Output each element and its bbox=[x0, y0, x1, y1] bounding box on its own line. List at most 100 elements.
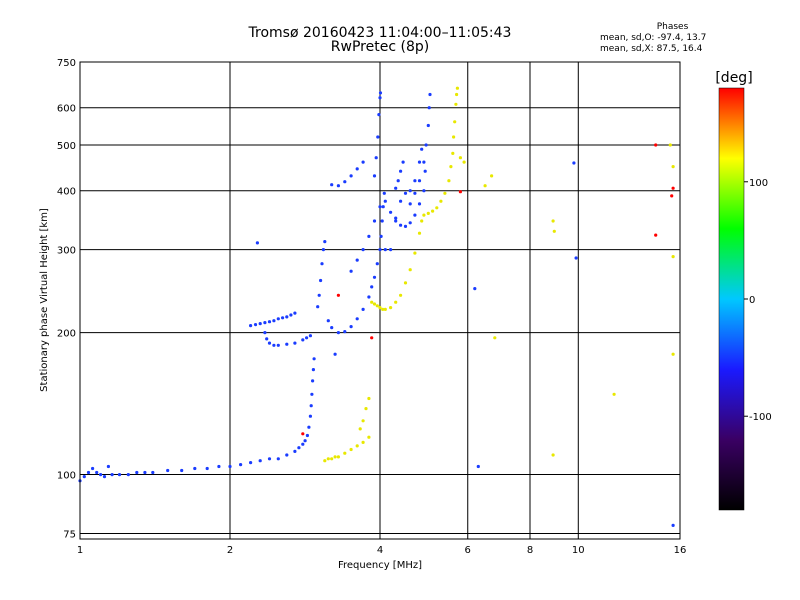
data-point-o-mode bbox=[361, 160, 365, 164]
data-point-o-mode bbox=[473, 287, 477, 291]
data-point-o-mode bbox=[671, 523, 675, 528]
data-point-o-mode bbox=[349, 269, 353, 273]
data-point-o-mode bbox=[336, 184, 340, 188]
data-point-o-mode bbox=[228, 464, 232, 469]
data-point-o-mode bbox=[285, 453, 289, 457]
data-point-x-mode bbox=[336, 455, 340, 459]
data-point-x-mode bbox=[399, 293, 403, 297]
data-point-x-mode bbox=[420, 219, 424, 223]
colorbar-label: [deg] bbox=[715, 70, 752, 86]
data-point-o-mode bbox=[293, 311, 297, 315]
data-point-o-mode bbox=[310, 392, 314, 396]
data-point-o-mode bbox=[372, 174, 377, 178]
data-point-other bbox=[670, 194, 674, 198]
data-point-o-mode bbox=[378, 96, 382, 100]
data-point-o-mode bbox=[312, 357, 316, 361]
data-point-o-mode bbox=[336, 331, 340, 335]
data-point-x-mode bbox=[367, 435, 371, 439]
x-tick-label: 4 bbox=[377, 545, 383, 556]
data-point-o-mode bbox=[383, 248, 387, 252]
data-point-x-mode bbox=[671, 352, 675, 356]
data-point-o-mode bbox=[394, 216, 398, 220]
data-point-other bbox=[458, 190, 462, 194]
data-point-o-mode bbox=[258, 459, 262, 463]
phase-stats-x: mean, sd,X: 87.5, 16.4 bbox=[600, 44, 703, 54]
data-point-o-mode bbox=[276, 317, 280, 321]
data-point-o-mode bbox=[193, 466, 197, 471]
data-point-x-mode bbox=[612, 392, 616, 396]
y-tick-label: 200 bbox=[57, 329, 76, 340]
data-point-o-mode bbox=[82, 475, 86, 479]
data-point-x-mode bbox=[378, 306, 382, 310]
data-point-o-mode bbox=[422, 160, 426, 164]
x-tick-label: 2 bbox=[227, 545, 233, 556]
data-point-o-mode bbox=[370, 285, 374, 289]
data-point-x-mode bbox=[454, 102, 458, 106]
data-point-o-mode bbox=[151, 470, 155, 475]
data-point-x-mode bbox=[361, 419, 365, 423]
data-point-x-mode bbox=[330, 457, 334, 461]
data-point-o-mode bbox=[355, 258, 359, 262]
data-point-o-mode bbox=[361, 307, 365, 311]
data-point-o-mode bbox=[389, 210, 393, 214]
data-point-o-mode bbox=[285, 342, 289, 346]
data-point-o-mode bbox=[249, 461, 253, 465]
data-point-o-mode bbox=[303, 439, 307, 443]
data-point-o-mode bbox=[378, 205, 382, 209]
data-point-o-mode bbox=[205, 466, 209, 471]
y-tick-label: 750 bbox=[57, 58, 76, 69]
data-point-x-mode bbox=[449, 165, 453, 169]
data-point-o-mode bbox=[323, 240, 327, 244]
data-point-o-mode bbox=[297, 446, 301, 450]
data-point-x-mode bbox=[551, 219, 555, 223]
colorbar-ticks: -100 0 100 bbox=[744, 178, 772, 423]
data-point-o-mode bbox=[308, 414, 312, 418]
data-point-x-mode bbox=[451, 151, 455, 155]
data-point-o-mode bbox=[417, 202, 422, 206]
data-point-x-mode bbox=[370, 300, 374, 304]
data-point-other bbox=[654, 233, 658, 237]
data-point-o-mode bbox=[265, 337, 269, 341]
data-point-x-mode bbox=[372, 302, 377, 306]
y-tick-label: 500 bbox=[57, 141, 76, 152]
data-point-x-mode bbox=[355, 444, 359, 448]
data-point-o-mode bbox=[381, 205, 385, 209]
data-point-o-mode bbox=[349, 174, 353, 178]
data-point-o-mode bbox=[343, 330, 347, 334]
data-point-o-mode bbox=[377, 113, 381, 117]
data-point-o-mode bbox=[372, 219, 377, 223]
data-point-x-mode bbox=[671, 255, 675, 259]
data-point-o-mode bbox=[376, 135, 380, 139]
data-point-o-mode bbox=[424, 143, 428, 147]
data-point-o-mode bbox=[330, 183, 334, 187]
data-point-o-mode bbox=[91, 466, 95, 471]
data-point-x-mode bbox=[447, 179, 451, 183]
data-point-x-mode bbox=[323, 459, 327, 463]
data-point-other bbox=[671, 186, 675, 190]
data-point-x-mode bbox=[552, 229, 556, 233]
phase-stats-title: Phases bbox=[656, 22, 689, 32]
data-point-o-mode bbox=[267, 341, 272, 345]
data-point-x-mode bbox=[439, 199, 443, 203]
data-point-x-mode bbox=[383, 307, 387, 311]
y-tick-label: 400 bbox=[57, 187, 76, 198]
data-point-o-mode bbox=[293, 341, 297, 345]
data-point-o-mode bbox=[572, 161, 576, 165]
phase-stats-o: mean, sd,O: -97.4, 13.7 bbox=[600, 33, 707, 43]
data-point-x-mode bbox=[455, 92, 459, 97]
data-point-x-mode bbox=[375, 304, 379, 308]
data-point-o-mode bbox=[408, 202, 412, 206]
data-point-o-mode bbox=[401, 160, 405, 164]
data-point-x-mode bbox=[358, 427, 362, 431]
data-point-x-mode bbox=[435, 206, 439, 210]
colorbar-tick-label: 0 bbox=[749, 295, 755, 306]
data-point-o-mode bbox=[574, 256, 578, 260]
data-point-x-mode bbox=[452, 135, 456, 139]
data-point-o-mode bbox=[349, 325, 353, 329]
data-point-o-mode bbox=[180, 468, 184, 473]
data-point-o-mode bbox=[307, 425, 311, 429]
data-point-o-mode bbox=[389, 248, 393, 252]
data-point-o-mode bbox=[380, 219, 384, 223]
data-point-o-mode bbox=[355, 167, 359, 171]
data-point-o-mode bbox=[413, 213, 417, 217]
